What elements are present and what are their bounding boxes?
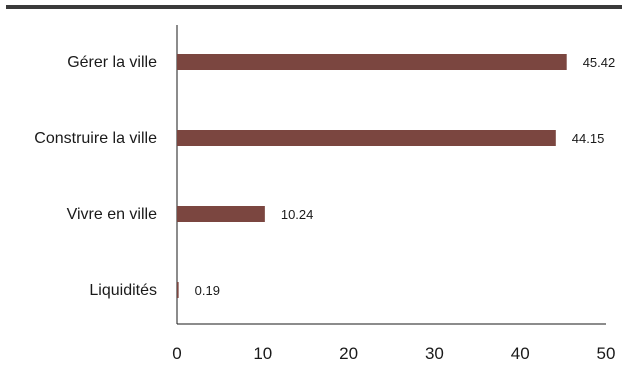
category-label-1: Construire la ville: [34, 130, 157, 147]
top-rule: [6, 5, 622, 9]
bar-3: [177, 282, 179, 298]
value-label-2: 10.24: [281, 207, 314, 222]
x-tick-label-0: 0: [172, 344, 181, 363]
category-label-0: Gérer la ville: [67, 54, 157, 71]
bar-2: [177, 206, 265, 222]
bar-0: [177, 54, 567, 70]
bar-1: [177, 130, 556, 146]
ticks-layer: 0 10 20 30 40 50: [172, 344, 615, 363]
x-tick-label-1: 10: [253, 344, 272, 363]
x-tick-label-3: 30: [425, 344, 444, 363]
category-label-3: Liquidités: [89, 282, 157, 299]
x-tick-label-4: 40: [511, 344, 530, 363]
x-tick-label-5: 50: [597, 344, 616, 363]
category-label-2: Vivre en ville: [67, 206, 158, 223]
value-label-3: 0.19: [195, 283, 220, 298]
bars-layer: Gérer la ville 45.42 Construire la ville 44…: [34, 54, 615, 299]
x-tick-label-2: 20: [339, 344, 358, 363]
value-label-1: 44.15: [572, 131, 605, 146]
value-label-0: 45.42: [583, 55, 616, 70]
